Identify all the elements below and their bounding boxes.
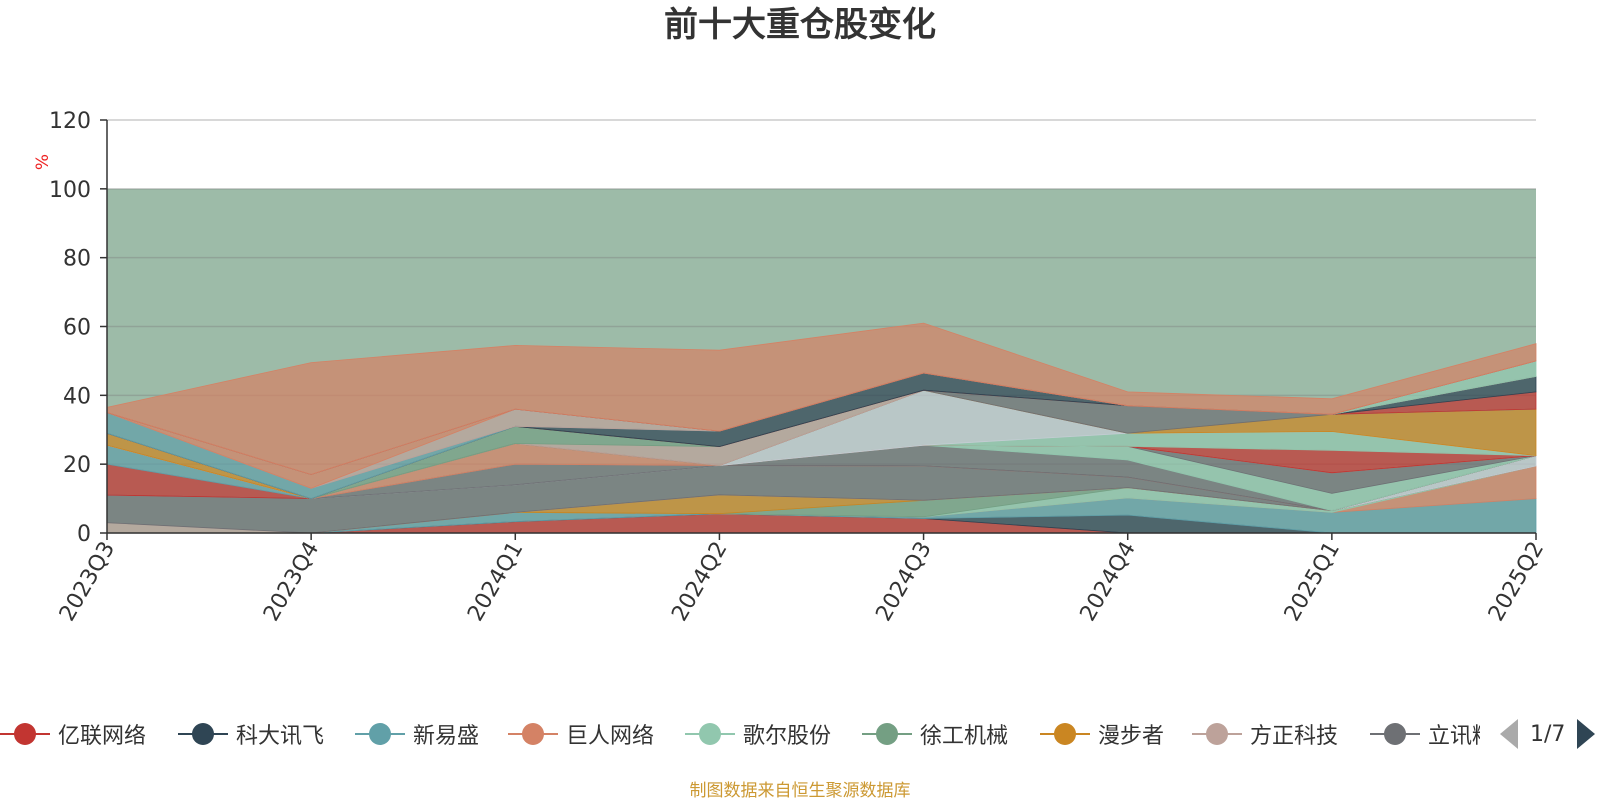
legend-page-indicator: 1/7	[1530, 721, 1566, 747]
legend-prev-page-icon[interactable]	[1500, 719, 1518, 749]
legend-item[interactable]: 新易盛	[355, 712, 479, 756]
source-note: 制图数据来自恒生聚源数据库	[689, 781, 911, 801]
x-tick-label: 2025Q2	[1484, 538, 1549, 626]
stacked-area-chart: 0 20 40 60 80 100 120% 2023Q3 2023Q4 2024Q1 2024Q2…	[33, 109, 1549, 626]
y-tick-label: 60	[63, 316, 91, 341]
legend-item[interactable]: 徐工机械	[862, 712, 1008, 756]
legend-label: 方正科技	[1250, 724, 1339, 749]
legend-label: 徐工机械	[920, 724, 1009, 749]
legend-label: 立讯精	[1428, 724, 1480, 749]
x-tick-label: 2025Q1	[1280, 538, 1345, 626]
y-tick-label: 80	[63, 247, 91, 272]
legend-item[interactable]: 立讯精	[1370, 712, 1480, 756]
x-tick-label: 2024Q3	[871, 538, 936, 626]
legend-next-page-icon[interactable]	[1577, 719, 1596, 749]
legend-label: 巨人网络	[566, 724, 655, 749]
area-series-34	[106, 322, 1537, 475]
legend-label: 科大讯飞	[236, 724, 325, 749]
legend-pager: 1/7	[1500, 716, 1596, 752]
legend-marker-icon	[178, 712, 228, 756]
y-tick-label: 40	[63, 384, 91, 409]
x-tick-label: 2024Q4	[1076, 538, 1141, 626]
legend-marker-icon	[0, 712, 50, 756]
legend-label: 歌尔股份	[743, 724, 832, 749]
y-tick-label: 20	[63, 453, 91, 478]
y-tick-label: 120	[49, 109, 91, 134]
legend-marker-icon	[862, 712, 912, 756]
y-axis-label: %	[33, 154, 53, 170]
chart-title: 前十大重仓股变化	[664, 5, 936, 45]
legend-marker-icon	[685, 712, 735, 756]
legend-marker-icon	[355, 712, 405, 756]
legend-marker-icon	[1370, 712, 1420, 756]
x-tick-label: 2024Q2	[667, 538, 732, 626]
legend-marker-icon	[508, 712, 558, 756]
legend-item[interactable]: 巨人网络	[508, 712, 654, 756]
legend: 亿联网络 科大讯飞 新易盛 巨人网络 歌尔股份 徐工机械 漫步者 方正科技 立讯精	[0, 712, 1480, 756]
legend-item[interactable]: 漫步者	[1040, 712, 1164, 756]
legend-item[interactable]: 科大讯飞	[178, 712, 324, 756]
legend-label: 漫步者	[1098, 724, 1165, 749]
legend-item[interactable]: 歌尔股份	[685, 712, 831, 756]
y-tick-label: 100	[49, 178, 91, 203]
x-tick-label: 2023Q3	[55, 538, 120, 626]
legend-label: 新易盛	[413, 724, 480, 749]
x-tick-label: 2023Q4	[259, 538, 324, 626]
legend-item[interactable]: 亿联网络	[0, 712, 146, 756]
legend-item[interactable]: 方正科技	[1192, 712, 1338, 756]
legend-marker-icon	[1040, 712, 1090, 756]
x-tick-label: 2024Q1	[463, 538, 528, 626]
legend-label: 亿联网络	[58, 724, 147, 749]
legend-marker-icon	[1192, 712, 1242, 756]
y-tick-label: 0	[77, 522, 91, 547]
